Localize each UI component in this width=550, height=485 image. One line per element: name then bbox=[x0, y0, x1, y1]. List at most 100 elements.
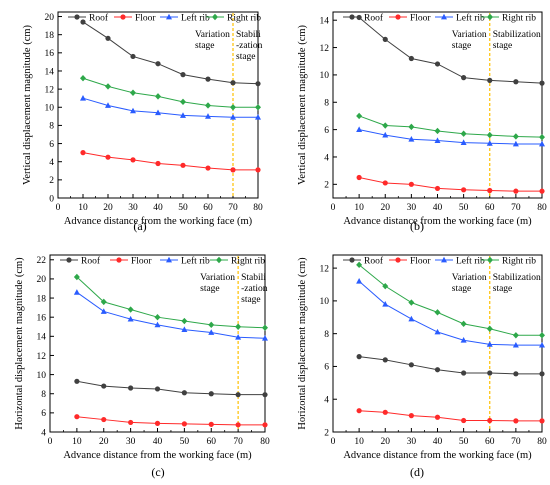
panel-a-series-roof-point bbox=[230, 80, 236, 86]
panel-d-legend-label-floor: Floor bbox=[410, 256, 431, 266]
panel-b-x-tick-label: 30 bbox=[407, 203, 417, 213]
panel-b-series-floor-point bbox=[434, 185, 441, 192]
panel-a-series-left-rib-point bbox=[80, 94, 86, 101]
panel-c-y-tick-label: 6 bbox=[41, 409, 46, 419]
panel-d-series-roof-point bbox=[539, 371, 545, 377]
panel-b-series-roof-point bbox=[434, 61, 441, 67]
panel-a-legend-label-floor: Floor bbox=[135, 13, 156, 23]
panel-d-legend-marker-left-rib bbox=[441, 256, 447, 263]
panel-a-series-left-rib-point bbox=[205, 113, 211, 119]
panel-a-legend-label-roof: Roof bbox=[89, 12, 109, 23]
panel-a-x-tick-label: 50 bbox=[178, 203, 188, 213]
panel-a-series-roof-point bbox=[205, 76, 211, 82]
panel-a-series-right-rib-point bbox=[80, 75, 86, 82]
panel-d-series-floor-point bbox=[487, 417, 493, 424]
panel-c-legend-label-left-rib: Left rib bbox=[181, 255, 210, 266]
panel-b-x-tick-label: 80 bbox=[537, 203, 547, 213]
panel-a-y-tick-label: 18 bbox=[45, 31, 55, 41]
panel-d-series-right-rib-point bbox=[408, 299, 415, 306]
panel-a: 0 10 20 30 40 50 60 70 80 0 2 4 6 8 10 12 14 16 18 20 Advanc… bbox=[22, 11, 263, 233]
panel-b-y-tick-label: 14 bbox=[320, 17, 330, 27]
panel-b-legend-label-right-rib: Right rib bbox=[502, 13, 536, 23]
panel-d-y-tick-label: 8 bbox=[324, 330, 329, 340]
panel-c-series-left-rib-point bbox=[127, 315, 134, 322]
panel-d-stage-annotation-left: stage bbox=[452, 284, 472, 294]
panel-b-series-floor-point bbox=[487, 187, 493, 194]
panel-d-series-roof-point bbox=[408, 362, 414, 368]
panel-c-series-floor-point bbox=[208, 421, 214, 427]
panel-b-series-right-rib-point bbox=[356, 112, 363, 120]
panel-c-series-roof-point bbox=[101, 383, 107, 389]
panel-b-series-left-rib-point bbox=[460, 139, 467, 146]
panel-a-series-roof-point bbox=[180, 72, 186, 78]
panel-a-x-tick-label: 10 bbox=[78, 203, 88, 213]
panel-d-series-left-rib-point bbox=[382, 300, 389, 307]
panel-d-x-tick-label: 20 bbox=[381, 437, 391, 447]
panel-c-series-roof-point bbox=[262, 392, 268, 398]
panel-b-y-tick-label: 8 bbox=[324, 99, 329, 109]
panel-d-legend-marker-right-rib bbox=[487, 256, 493, 264]
panel-c-series-roof-point bbox=[181, 390, 187, 396]
panel-c-x-axis-label: Advance distance from the working face (… bbox=[63, 450, 252, 461]
panel-b-stage-annotation-right: Stabilization bbox=[493, 30, 541, 40]
panel-d-series-floor-point bbox=[356, 408, 362, 414]
panel-c-series-right-rib-point bbox=[262, 324, 268, 331]
panel-b-y-tick-label: 12 bbox=[320, 44, 330, 54]
panel-c-y-axis-label: Horizontal displacement magnitude (cm) bbox=[14, 257, 25, 430]
panel-a-x-tick-label: 40 bbox=[153, 203, 163, 213]
panel-a-stage-annotation-right: stage bbox=[236, 52, 256, 62]
panel-c-stage-annotation-right: stage bbox=[241, 295, 261, 305]
panel-c-series-floor-point bbox=[128, 419, 134, 426]
panel-c-x-tick-label: 0 bbox=[48, 437, 53, 447]
panel-d-stage-annotation-right: Stabilization bbox=[493, 273, 541, 283]
panel-d-series-floor-point bbox=[461, 417, 467, 424]
panel-b-series-roof-point bbox=[408, 55, 414, 62]
panel-d-series-floor-point bbox=[382, 409, 388, 415]
panel-b-series-roof-point bbox=[382, 36, 388, 42]
panel-b-label: (b) bbox=[410, 219, 424, 233]
panel-b-series-floor-point bbox=[356, 174, 362, 181]
panel-c-series-left-rib-point bbox=[262, 335, 268, 341]
panel-a-series-right-rib-line bbox=[82, 77, 258, 108]
panel-d-series-right-rib-point bbox=[486, 325, 493, 332]
panel-d-legend-label-left-rib: Left rib bbox=[456, 255, 485, 266]
panel-b-x-tick-label: 10 bbox=[354, 203, 364, 213]
panel-d-series-right-rib-line bbox=[358, 264, 542, 336]
panel-b-series-roof-line bbox=[358, 17, 543, 84]
panel-c-series-floor-point bbox=[154, 420, 161, 426]
panel-b-x-tick-label: 0 bbox=[331, 203, 336, 213]
panel-a-series-floor-point bbox=[155, 160, 161, 167]
panel-a-y-tick-label: 12 bbox=[45, 85, 55, 95]
panel-c-x-tick-label: 20 bbox=[99, 437, 109, 447]
panel-a-series-roof-point bbox=[130, 53, 136, 60]
panel-d-legend-label-right-rib: Right rib bbox=[502, 256, 536, 266]
panel-c-y-tick-label: 22 bbox=[37, 256, 47, 266]
panel-a-legend-marker-right-rib bbox=[212, 13, 218, 21]
panel-c-series-roof-point bbox=[235, 392, 241, 398]
panel-c-series-right-rib-point bbox=[100, 298, 107, 306]
panel-a-series-left-rib-point bbox=[130, 107, 136, 114]
panel-b-y-axis-label: Vertical displacement magnitude (cm) bbox=[297, 24, 308, 185]
panel-a-y-axis-label: Vertical displacement magnitude (cm) bbox=[22, 24, 33, 185]
panel-c-series-floor-point bbox=[101, 416, 107, 423]
panel-d-series-left-rib-point bbox=[356, 278, 363, 284]
panel-d-x-tick-label: 70 bbox=[511, 437, 521, 447]
panel-d-series-right-rib-point bbox=[539, 332, 545, 339]
panel-a-y-tick-label: 4 bbox=[49, 158, 54, 168]
panel-d-series-right-rib-point bbox=[512, 332, 519, 339]
panel-c-series-left-rib-point bbox=[181, 326, 188, 333]
panel-a-series-right-rib-point bbox=[180, 98, 186, 106]
panel-a-y-tick-label: 6 bbox=[49, 140, 54, 150]
panel-c-x-tick-label: 80 bbox=[260, 437, 270, 447]
panel-b-y-tick-label: 10 bbox=[320, 71, 330, 81]
panel-b-stage-annotation-right: stage bbox=[493, 41, 513, 51]
panel-c-series-right-rib-point bbox=[181, 317, 188, 325]
panel-a-series-right-rib-point bbox=[230, 104, 236, 111]
panel-a-series-roof-point bbox=[255, 81, 261, 87]
panel-c-x-tick-label: 10 bbox=[72, 437, 82, 447]
panel-b-series-floor-point bbox=[513, 188, 519, 194]
panel-c-series-right-rib-point bbox=[235, 323, 242, 330]
panel-d-x-tick-label: 60 bbox=[485, 437, 495, 447]
panel-c-series-left-rib-point bbox=[73, 289, 80, 295]
